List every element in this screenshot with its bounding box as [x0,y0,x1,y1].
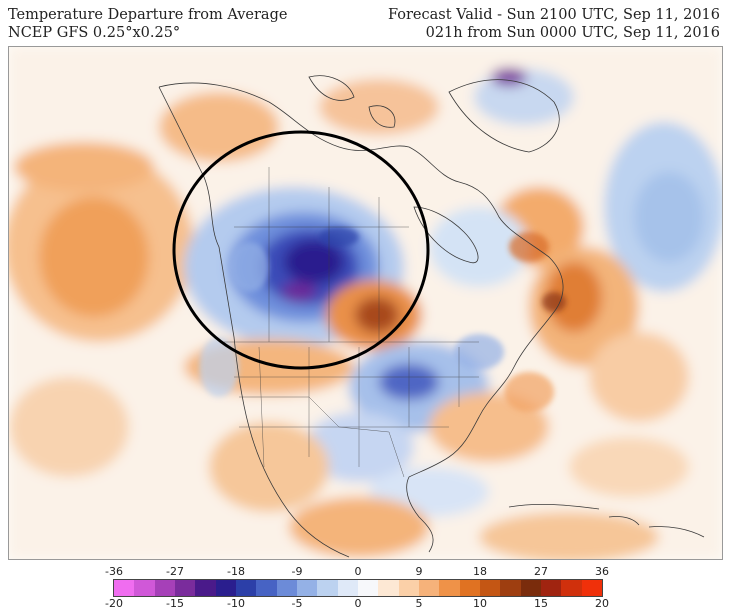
model-subtitle: NCEP GFS 0.25°x0.25° [8,25,181,41]
color-scale-cell [520,580,541,596]
color-scale-cell [439,580,460,596]
color-scale-tick-bot: 20 [595,597,609,610]
color-scale-tick-top: 27 [534,565,548,578]
temperature-anomaly-map [8,46,723,560]
color-scale-tick-top: -9 [291,565,303,578]
color-scale-cell [561,580,582,596]
color-scale-tick-bot: 10 [473,597,487,610]
color-scale-bar [113,579,603,597]
color-scale-tick-bot: 5 [415,597,423,610]
anomaly-detail [199,227,566,412]
color-scale-tick-bot: -10 [227,597,245,610]
anomaly-field [9,47,722,559]
color-scale-cell [195,580,216,596]
color-scale-tick-top: -18 [227,565,245,578]
forecast-valid-time: Forecast Valid - Sun 2100 UTC, Sep 11, 2… [387,7,720,23]
color-scale-cell [337,580,358,596]
color-scale-tick-top: 18 [473,565,487,578]
color-scale-cell [418,580,440,596]
color-scale-tick-top: 9 [415,565,423,578]
color-scale-cell [500,580,521,596]
highlight-circle [172,130,430,370]
color-scale-tick-bot: -5 [291,597,303,610]
color-scale-tick-top: 36 [595,565,609,578]
color-scale-tick-bot: 0 [354,597,362,610]
borders [224,167,479,478]
color-scale-cell [154,580,175,596]
color-scale-cell [114,580,135,596]
color-scale-tick-bot: 15 [534,597,548,610]
color-scale-tick-bot: -15 [166,597,184,610]
color-scale-tick-bot: -20 [105,597,123,610]
color-scale-cell [357,580,379,596]
color-scale-cell [581,580,602,596]
map-title: Temperature Departure from Average [8,7,288,23]
color-scale-tick-top: -36 [105,565,123,578]
color-scale-cell [256,580,277,596]
color-scale-cell [174,580,196,596]
color-scale-cell [398,580,419,596]
color-scale-tick-top: 0 [354,565,362,578]
color-scale-cell [296,580,318,596]
color-scale-cell [479,580,501,596]
color-scale-cell [378,580,399,596]
color-scale-cell [276,580,297,596]
color-scale-cell [215,580,236,596]
color-scale-cell [459,580,480,596]
color-scale-cell [235,580,257,596]
color-scale-tick-top: -27 [166,565,184,578]
forecast-init-time: 021h from Sun 0000 UTC, Sep 11, 2016 [425,25,720,41]
color-scale-cell [134,580,155,596]
color-scale-cell [540,580,562,596]
color-scale-cell [317,580,338,596]
